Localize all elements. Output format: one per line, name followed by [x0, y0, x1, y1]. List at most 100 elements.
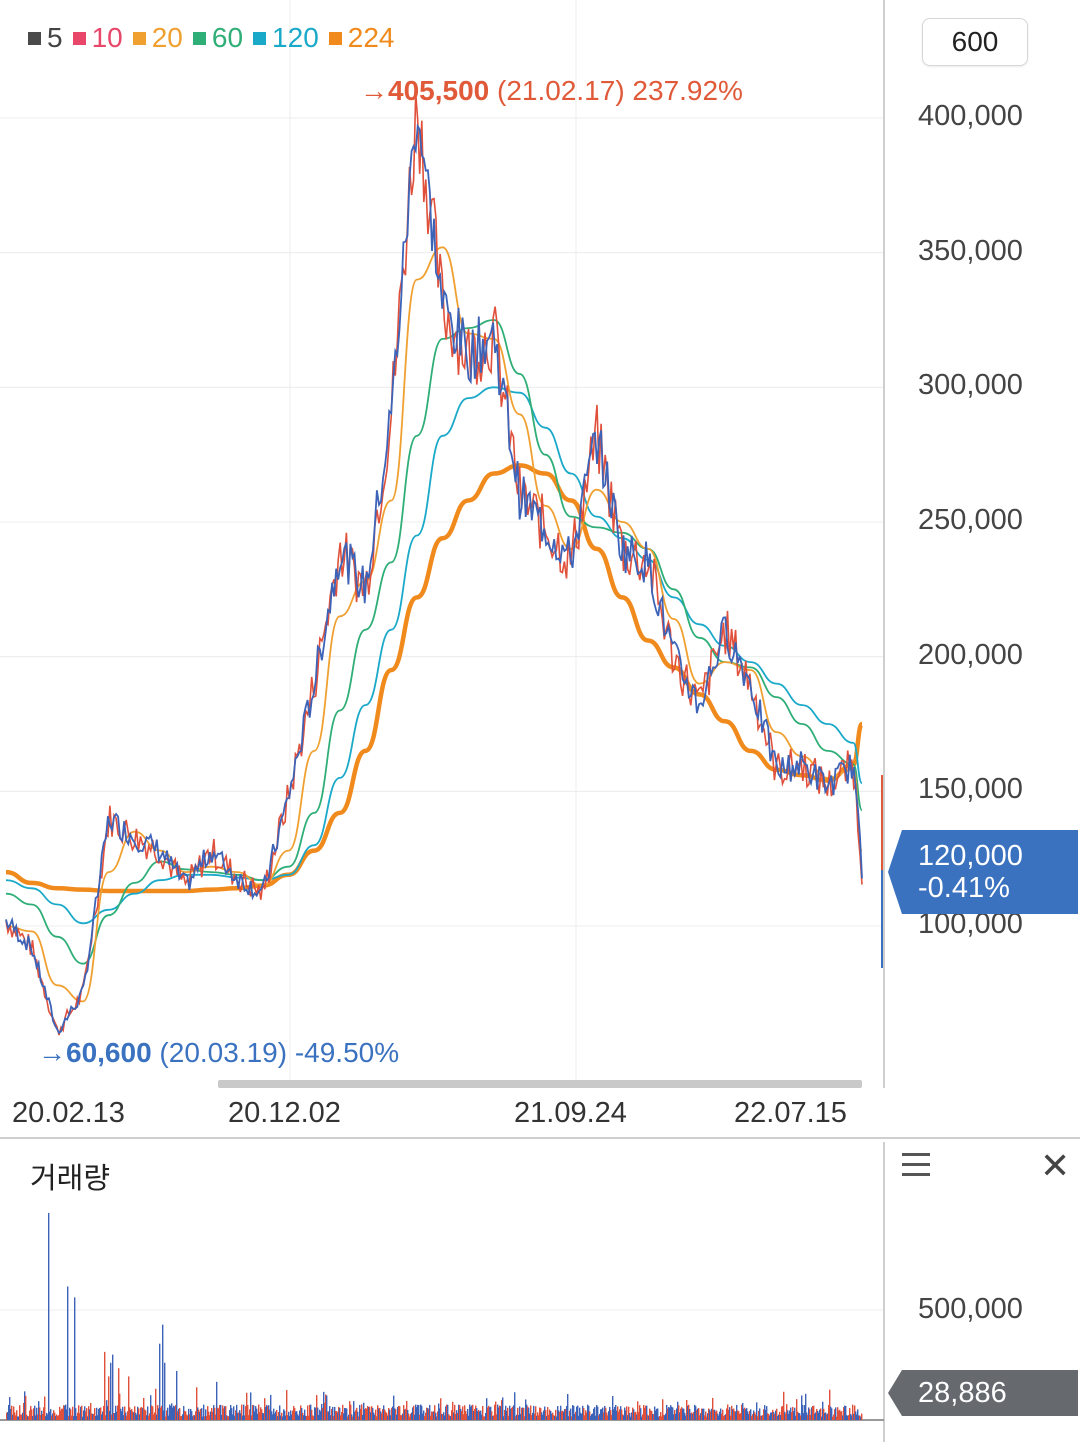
- volume-bar: [743, 1408, 745, 1420]
- low-value: 60,600: [66, 1037, 152, 1068]
- volume-bar: [433, 1411, 435, 1420]
- volume-bar: [855, 1411, 857, 1420]
- volume-bar: [495, 1401, 497, 1420]
- legend-ma-60[interactable]: 60: [192, 22, 244, 54]
- volume-bar: [523, 1407, 525, 1420]
- volume-bar: [404, 1409, 406, 1420]
- volume-bar: [533, 1405, 535, 1420]
- time-scrollbar[interactable]: [218, 1080, 862, 1088]
- volume-bar: [559, 1411, 561, 1420]
- volume-bar: [155, 1388, 157, 1420]
- volume-bar: [252, 1404, 254, 1420]
- volume-bar: [295, 1411, 297, 1420]
- volume-bar: [20, 1414, 22, 1420]
- volume-bar: [744, 1407, 746, 1420]
- volume-bar: [284, 1410, 286, 1420]
- volume-bar: [344, 1407, 346, 1420]
- volume-bar: [410, 1413, 412, 1420]
- volume-bar: [644, 1407, 646, 1420]
- volume-bar: [282, 1416, 284, 1420]
- volume-bar: [570, 1408, 572, 1420]
- volume-bar: [176, 1370, 178, 1420]
- volume-bar: [121, 1411, 123, 1420]
- volume-bar: [177, 1411, 179, 1420]
- volume-bar: [456, 1410, 458, 1420]
- volume-bar: [556, 1416, 558, 1420]
- volume-bar: [594, 1407, 596, 1420]
- volume-bar: [563, 1411, 565, 1420]
- volume-bar: [276, 1409, 278, 1420]
- volume-bar: [202, 1416, 204, 1420]
- volume-bar: [401, 1415, 403, 1420]
- volume-bar: [622, 1414, 624, 1420]
- volume-bar: [92, 1413, 94, 1420]
- volume-bar: [750, 1409, 752, 1420]
- volume-bar: [388, 1407, 390, 1420]
- volume-bar: [423, 1410, 425, 1420]
- volume-bar: [125, 1412, 127, 1420]
- volume-bar: [286, 1390, 288, 1420]
- ma-legend[interactable]: 5 10 20 60 120 224: [28, 22, 394, 54]
- volume-bar: [7, 1412, 9, 1420]
- legend-label: 60: [211, 22, 244, 53]
- volume-bar: [192, 1416, 194, 1420]
- volume-bar: [29, 1410, 31, 1420]
- legend-ma-224[interactable]: 224: [328, 22, 394, 54]
- volume-bar: [412, 1407, 414, 1420]
- legend-label: 5: [47, 22, 63, 53]
- volume-bar: [845, 1405, 847, 1420]
- volume-chart[interactable]: [0, 1142, 1080, 1442]
- volume-bar: [52, 1413, 54, 1420]
- volume-bar: [758, 1410, 760, 1420]
- volume-bar: [273, 1408, 275, 1420]
- volume-bar: [235, 1410, 237, 1420]
- volume-bar: [511, 1407, 513, 1420]
- volume-bar: [270, 1394, 272, 1420]
- volume-bar: [645, 1405, 647, 1420]
- legend-ma-120[interactable]: 120: [253, 22, 319, 54]
- menu-icon[interactable]: [902, 1153, 930, 1179]
- volume-bar: [636, 1414, 638, 1420]
- volume-bar: [160, 1407, 162, 1420]
- volume-bar: [528, 1407, 530, 1420]
- volume-bar: [474, 1408, 476, 1420]
- volume-bar: [665, 1413, 667, 1420]
- legend-ma-10[interactable]: 10: [72, 22, 123, 54]
- volume-bar: [55, 1415, 57, 1420]
- price-chart[interactable]: [0, 0, 1080, 1142]
- volume-bar: [810, 1414, 812, 1420]
- volume-axis-label: 500,000: [918, 1293, 1023, 1325]
- volume-bar: [239, 1410, 241, 1420]
- volume-bar: [678, 1405, 680, 1420]
- volume-bar: [264, 1398, 266, 1420]
- volume-bar: [171, 1403, 173, 1420]
- legend-ma-20[interactable]: 20: [132, 22, 183, 54]
- volume-bar: [567, 1394, 569, 1420]
- volume-bar: [637, 1401, 639, 1420]
- volume-bar: [122, 1406, 124, 1420]
- volume-bar: [348, 1414, 350, 1420]
- volume-bar: [816, 1409, 818, 1420]
- close-icon[interactable]: ✕: [1040, 1145, 1071, 1186]
- volume-bar: [16, 1410, 18, 1420]
- volume-bar: [74, 1297, 76, 1420]
- volume-bar: [258, 1404, 260, 1420]
- volume-bar: [555, 1409, 557, 1420]
- volume-bar: [767, 1413, 769, 1420]
- legend-ma-5[interactable]: 5: [28, 22, 63, 54]
- volume-bar: [538, 1415, 540, 1420]
- volume-bar: [823, 1408, 825, 1420]
- volume-bar: [229, 1410, 231, 1420]
- volume-bar: [443, 1412, 445, 1420]
- interval-button[interactable]: 600: [922, 18, 1028, 66]
- volume-bar: [809, 1409, 811, 1420]
- volume-bar: [330, 1415, 332, 1420]
- volume-bar: [811, 1407, 813, 1420]
- volume-bar: [70, 1409, 72, 1420]
- volume-bar: [128, 1376, 130, 1420]
- volume-bar: [448, 1414, 450, 1420]
- volume-bar: [311, 1409, 313, 1420]
- volume-bar: [485, 1412, 487, 1420]
- volume-bar: [19, 1405, 21, 1420]
- volume-bar: [435, 1412, 437, 1420]
